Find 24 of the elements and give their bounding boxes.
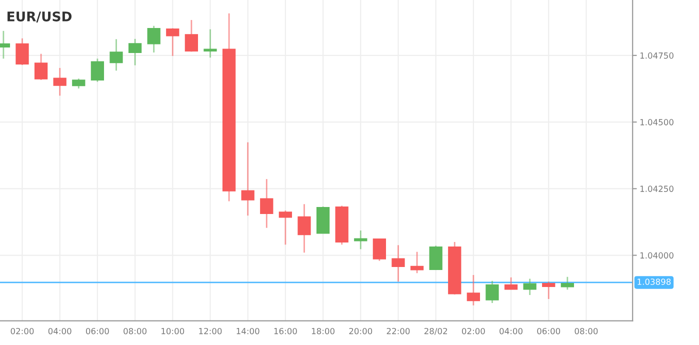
y-tick-label: 1.04500: [640, 119, 674, 126]
y-tick-label: 1.04250: [640, 186, 674, 192]
x-tick-label: 16:00: [274, 328, 297, 334]
x-tick-label: 22:00: [386, 328, 410, 334]
ref-line-label: 1.03898: [638, 278, 671, 285]
x-tick-label: 02:00: [10, 328, 34, 334]
candlestick: [372, 238, 386, 262]
x-tick-label: 04:00: [48, 328, 72, 334]
y-tick-label: 1.04000: [640, 252, 674, 259]
x-tick-label: 20:00: [349, 328, 372, 334]
candlestick: [429, 245, 442, 270]
x-tick-label: 12:00: [199, 328, 222, 334]
x-tick-label: 10:00: [162, 328, 184, 334]
y-tick-label: 1.04750: [640, 52, 674, 59]
x-tick-label: 18:00: [312, 328, 334, 334]
x-tick-label: 06:00: [537, 328, 560, 334]
text: EUR/USD: [8, 11, 72, 22]
x-tick-label: 04:00: [500, 328, 522, 334]
x-tick-label: 08:00: [574, 328, 598, 334]
x-tick-label: 08:00: [124, 328, 146, 334]
x-tick-label: 28/02: [424, 328, 447, 335]
x-tick-label: 14:00: [236, 328, 260, 334]
x-tick-label: 06:00: [86, 328, 109, 334]
x-tick-label: 02:00: [462, 328, 485, 334]
